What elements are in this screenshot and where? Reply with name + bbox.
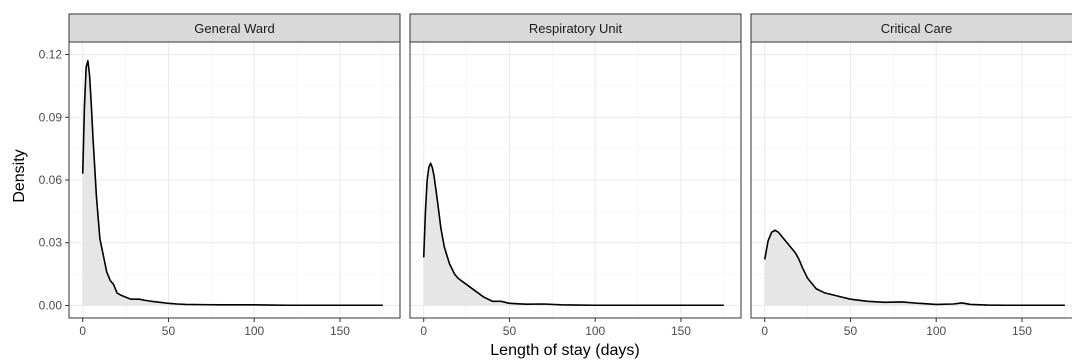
facet-panels: General Ward Respiratory Unit Critical Car… (68, 13, 1072, 319)
y-tick-label: 0.09 (39, 110, 63, 124)
x-tick-label: 50 (162, 324, 176, 338)
facet-strip (409, 13, 742, 43)
density-line (763, 229, 1065, 307)
facet-strip-label: General Ward (194, 21, 274, 36)
x-tick-label: 100 (244, 324, 264, 338)
y-axis-title: Density (11, 149, 28, 202)
y-tick-label: 0.03 (39, 236, 63, 250)
x-tick-label: 150 (1012, 324, 1032, 338)
facet-panel: Critical Care (750, 13, 1072, 319)
x-tick-label: 0 (761, 324, 768, 338)
x-axis-title: Length of stay (days) (490, 342, 639, 359)
y-tick-label: 0.00 (39, 298, 63, 312)
y-tick-label: 0.06 (39, 173, 63, 187)
density-area (423, 163, 724, 306)
x-tick-label: 100 (926, 324, 946, 338)
density-area (764, 230, 1065, 306)
x-tick-label: 100 (585, 324, 605, 338)
panel-border (750, 41, 1072, 319)
y-tick-label: 0.12 (39, 48, 63, 62)
density-line (422, 162, 724, 307)
facet-strip-label: Critical Care (881, 21, 953, 36)
x-tick-label: 150 (671, 324, 691, 338)
density-line (81, 60, 383, 307)
facet-panel: Respiratory Unit (409, 13, 742, 319)
x-tick-label: 0 (79, 324, 86, 338)
panel-border (409, 41, 742, 319)
x-tick-label: 50 (503, 324, 517, 338)
x-axes: 0 50 100 150 0 50 100 150 0 50 100 150 (79, 318, 1032, 338)
y-axis: 0.00 0.03 0.06 0.09 0.12 (39, 48, 69, 312)
x-tick-label: 50 (844, 324, 858, 338)
x-tick-label: 150 (330, 324, 350, 338)
facet-strip (68, 13, 401, 43)
facet-strip-label: Respiratory Unit (529, 21, 623, 36)
facet-panel: General Ward (68, 13, 401, 319)
x-tick-label: 0 (420, 324, 427, 338)
